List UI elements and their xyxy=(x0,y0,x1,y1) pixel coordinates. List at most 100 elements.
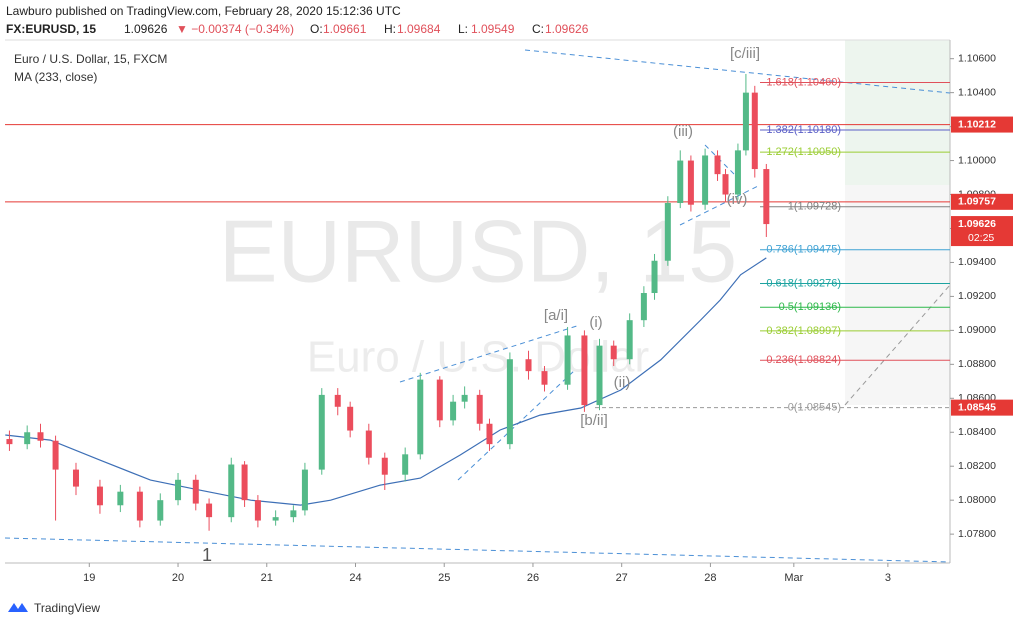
footer: TradingView xyxy=(34,601,100,615)
candle-body xyxy=(254,500,261,521)
x-tick-label: 3 xyxy=(885,572,891,584)
candle-body xyxy=(677,160,684,204)
x-tick-label: 24 xyxy=(349,572,361,584)
target-zone xyxy=(845,185,950,405)
candle-body xyxy=(192,479,199,504)
wave-label: (i) xyxy=(589,314,602,331)
x-tick-label: 20 xyxy=(172,572,184,584)
fib-label: 0.786(1.09475) xyxy=(766,244,841,256)
candle-body xyxy=(175,479,182,501)
candle-body xyxy=(136,491,143,521)
candle-body xyxy=(734,150,741,195)
ohlc-value: 1.09549 xyxy=(471,22,515,36)
candle-body xyxy=(37,432,44,441)
wave-label: (ii) xyxy=(614,374,631,391)
candle-body xyxy=(228,464,235,518)
target-zone xyxy=(845,40,950,185)
x-tick-label: Mar xyxy=(784,572,803,584)
candle-body xyxy=(525,359,532,372)
ohlc-label: L: xyxy=(458,22,468,36)
fib-label: 1.272(1.10050) xyxy=(766,146,841,158)
last-price: 1.09626 xyxy=(124,22,168,36)
price-tag xyxy=(951,116,1013,133)
ohlc-value: 1.09684 xyxy=(397,22,441,36)
price-tag-label: 1.09626 xyxy=(958,218,996,230)
ohlc-label: O: xyxy=(310,22,323,36)
price-tag-label: 1.10212 xyxy=(958,118,996,130)
candle-body xyxy=(318,394,325,470)
candle-body xyxy=(564,335,571,385)
price-tag-label: 1.09757 xyxy=(958,196,996,208)
watermark: EURUSD, 15 Euro / U.S. Dollar xyxy=(219,201,737,381)
candle-body xyxy=(96,486,103,506)
y-tick-label: 1.09200 xyxy=(958,290,996,302)
candle-body xyxy=(52,440,59,470)
fib-label: 1.382(1.10180) xyxy=(766,124,841,136)
x-tick-label: 25 xyxy=(438,572,450,584)
fib-label: 0.382(1.08997) xyxy=(766,325,841,337)
publisher: Lawburo published on TradingView.com, Fe… xyxy=(6,4,401,18)
ohlc-value: 1.09661 xyxy=(323,22,367,36)
trendline xyxy=(4,537,951,563)
fib-label: 0(1.08545) xyxy=(788,402,841,414)
candle-body xyxy=(763,169,770,225)
y-tick-label: 1.08000 xyxy=(958,494,996,506)
ohlc-label: C: xyxy=(532,22,544,36)
candle-body xyxy=(640,293,647,321)
candle-body xyxy=(301,469,308,511)
candle-body xyxy=(751,92,758,170)
ohlc-value: 1.09626 xyxy=(545,22,589,36)
trendline xyxy=(524,49,951,94)
wave-label: (iii) xyxy=(673,123,693,140)
candle-body xyxy=(486,423,493,445)
candle-body xyxy=(450,401,457,421)
moving-average xyxy=(5,257,767,506)
wave-label: [c/iii] xyxy=(730,45,760,62)
candle-body xyxy=(6,439,13,445)
price-tag xyxy=(951,216,1013,247)
price-tag-label: 1.08545 xyxy=(958,401,996,413)
ohlc-label: H: xyxy=(384,22,396,36)
candle-body xyxy=(417,379,424,455)
fib-label: 0.236(1.08824) xyxy=(766,354,841,366)
wave-label: 1 xyxy=(202,545,212,565)
trendline xyxy=(679,184,761,226)
candle-body xyxy=(290,510,297,518)
candle-body xyxy=(581,335,588,406)
candle-body xyxy=(610,345,617,360)
candle-body xyxy=(402,454,409,475)
legend-symbol: Euro / U.S. Dollar, 15, FXCM xyxy=(14,52,167,66)
candle-body xyxy=(206,503,213,518)
y-tick-label: 1.07800 xyxy=(958,528,996,540)
fib-label: 0.618(1.09276) xyxy=(766,277,841,289)
x-tick-label: 21 xyxy=(261,572,273,584)
y-tick-label: 1.09400 xyxy=(958,256,996,268)
countdown: 02:25 xyxy=(968,232,994,244)
candle-body xyxy=(714,155,721,175)
y-tick-label: 1.08200 xyxy=(958,460,996,472)
y-tick-label: 1.08800 xyxy=(958,358,996,370)
trendline xyxy=(399,324,581,383)
candle-body xyxy=(687,160,694,205)
candle-body xyxy=(241,464,248,501)
candle-body xyxy=(72,469,79,487)
logo xyxy=(8,603,28,612)
candle-body xyxy=(702,155,709,205)
candle-body xyxy=(24,432,31,445)
candle-body xyxy=(334,394,341,407)
price-tag xyxy=(951,399,1013,416)
y-tick-label: 1.08400 xyxy=(958,426,996,438)
candle-body xyxy=(476,394,483,424)
candle-body xyxy=(365,430,372,458)
change: ▼ −0.00374 (−0.34%) xyxy=(176,22,294,36)
price-tag xyxy=(951,193,1013,210)
x-tick-label: 28 xyxy=(704,572,716,584)
y-tick-label: 1.10600 xyxy=(958,52,996,64)
candle-body xyxy=(541,371,548,385)
candle-body xyxy=(506,359,513,445)
x-tick-label: 27 xyxy=(616,572,628,584)
candle-body xyxy=(272,517,279,521)
legend-ma: MA (233, close) xyxy=(14,70,97,84)
